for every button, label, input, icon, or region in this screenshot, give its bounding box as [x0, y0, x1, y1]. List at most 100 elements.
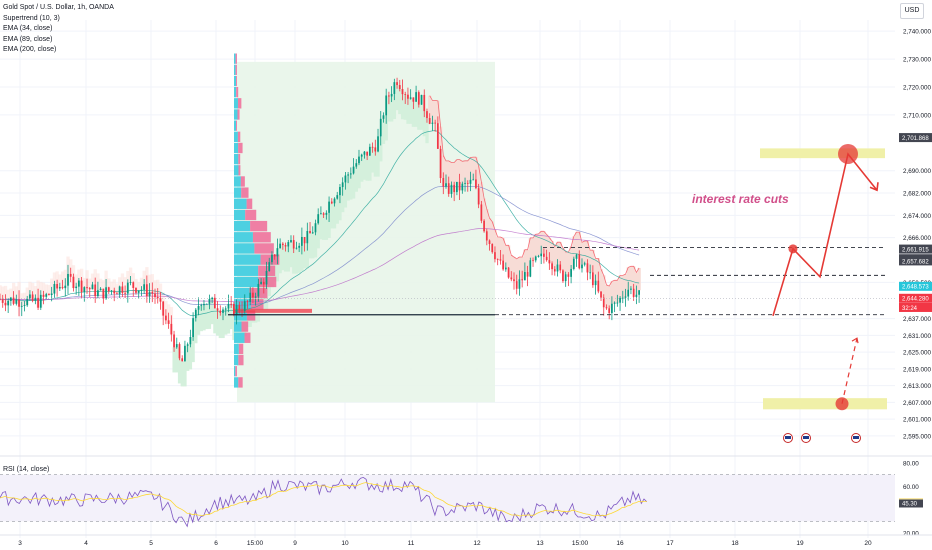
candle-body[interactable]: [18, 299, 20, 307]
candle-body[interactable]: [352, 166, 355, 174]
candle-body[interactable]: [532, 260, 534, 262]
candle-body[interactable]: [377, 136, 379, 152]
target-low-marker[interactable]: [835, 397, 849, 411]
price-tag[interactable]: [899, 133, 932, 143]
candle-body[interactable]: [572, 258, 575, 269]
candle-body[interactable]: [583, 263, 586, 265]
alt-projection-arrowhead[interactable]: [851, 337, 859, 344]
candle-body[interactable]: [423, 94, 426, 112]
candle-body[interactable]: [126, 282, 129, 294]
candle-body[interactable]: [86, 287, 88, 289]
candle-body[interactable]: [360, 154, 363, 157]
candle-body[interactable]: [415, 92, 417, 102]
candle-body[interactable]: [442, 178, 445, 187]
candle-body[interactable]: [107, 287, 110, 292]
candle-body[interactable]: [456, 181, 458, 193]
candle-body[interactable]: [347, 174, 349, 176]
indicator-ema89[interactable]: EMA (89, close): [3, 35, 53, 43]
candle-body[interactable]: [458, 181, 461, 191]
candle-body[interactable]: [7, 300, 10, 306]
candle-body[interactable]: [15, 299, 18, 304]
candle-body[interactable]: [447, 183, 450, 194]
candle-body[interactable]: [20, 305, 23, 307]
candle-body[interactable]: [298, 245, 301, 248]
candle-body[interactable]: [1, 299, 4, 303]
candle-body[interactable]: [374, 147, 377, 152]
candle-body[interactable]: [129, 282, 132, 284]
candle-body[interactable]: [268, 262, 271, 271]
candle-body[interactable]: [311, 232, 314, 234]
candle-body[interactable]: [58, 287, 61, 289]
candle-body[interactable]: [466, 183, 469, 184]
candle-body[interactable]: [330, 201, 333, 204]
candle-body[interactable]: [355, 163, 358, 167]
candle-body[interactable]: [156, 297, 159, 299]
candle-body[interactable]: [37, 297, 39, 308]
candle-body[interactable]: [567, 274, 570, 277]
candle-body[interactable]: [401, 89, 404, 95]
candle-body[interactable]: [480, 204, 483, 221]
candle-body[interactable]: [564, 274, 567, 282]
candle-body[interactable]: [29, 294, 31, 299]
candle-body[interactable]: [409, 97, 412, 99]
time-axis[interactable]: 3 4 5 6 15:00 9 10 11 12 13 15:00 16 17 18 19 20: [0, 534, 932, 547]
candle-body[interactable]: [211, 297, 214, 300]
candle-body[interactable]: [227, 303, 230, 309]
candle-body[interactable]: [390, 93, 393, 97]
candle-body[interactable]: [513, 279, 515, 282]
candle-body[interactable]: [197, 306, 200, 310]
price-levels[interactable]: [0, 247, 895, 316]
candle-body[interactable]: [276, 248, 279, 257]
candle-body[interactable]: [616, 302, 619, 304]
candle-body[interactable]: [502, 260, 505, 270]
candle-body[interactable]: [638, 290, 640, 295]
candle-body[interactable]: [42, 294, 45, 297]
rsi-indicator-label[interactable]: RSI (14, close): [3, 466, 50, 473]
candle-body[interactable]: [306, 230, 309, 244]
indicator-ema200[interactable]: EMA (200, close): [3, 46, 57, 54]
candle-body[interactable]: [121, 286, 124, 293]
candle-body[interactable]: [235, 305, 238, 315]
indicator-supertrend[interactable]: Supertrend (10, 3): [3, 14, 60, 22]
candle-body[interactable]: [31, 294, 34, 301]
candle-body[interactable]: [118, 286, 121, 294]
candle-body[interactable]: [483, 220, 485, 232]
candle-body[interactable]: [328, 201, 330, 213]
candle-body[interactable]: [431, 122, 434, 124]
candle-body[interactable]: [34, 297, 37, 301]
candle-body[interactable]: [249, 292, 252, 302]
candle-body[interactable]: [529, 260, 532, 277]
candle-body[interactable]: [578, 254, 581, 269]
projection-path[interactable]: [772, 152, 878, 317]
candle-body[interactable]: [553, 269, 556, 272]
candle-body[interactable]: [222, 309, 224, 313]
candle-body[interactable]: [515, 281, 518, 289]
candle-body[interactable]: [135, 287, 137, 293]
candle-body[interactable]: [194, 309, 197, 319]
candle-body[interactable]: [94, 284, 97, 297]
candle-body[interactable]: [151, 291, 154, 294]
candle-body[interactable]: [254, 296, 257, 298]
candle-body[interactable]: [83, 287, 86, 292]
candle-body[interactable]: [246, 301, 249, 303]
candle-body[interactable]: [170, 323, 173, 335]
candle-body[interactable]: [570, 268, 572, 277]
candle-body[interactable]: [309, 230, 311, 234]
candle-body[interactable]: [9, 297, 12, 301]
candle-body[interactable]: [252, 292, 254, 298]
candle-body[interactable]: [132, 282, 135, 288]
candle-body[interactable]: [499, 259, 502, 261]
candle-body[interactable]: [290, 240, 292, 243]
candle-body[interactable]: [632, 288, 635, 297]
candle-body[interactable]: [445, 183, 447, 187]
candle-body[interactable]: [257, 283, 260, 297]
candle-body[interactable]: [238, 305, 241, 311]
candle-body[interactable]: [143, 284, 146, 290]
candle-body[interactable]: [496, 259, 499, 261]
candle-body[interactable]: [124, 292, 126, 294]
candle-body[interactable]: [605, 307, 608, 309]
candle-body[interactable]: [241, 310, 243, 312]
candle-body[interactable]: [363, 151, 366, 155]
candle-body[interactable]: [69, 273, 72, 277]
